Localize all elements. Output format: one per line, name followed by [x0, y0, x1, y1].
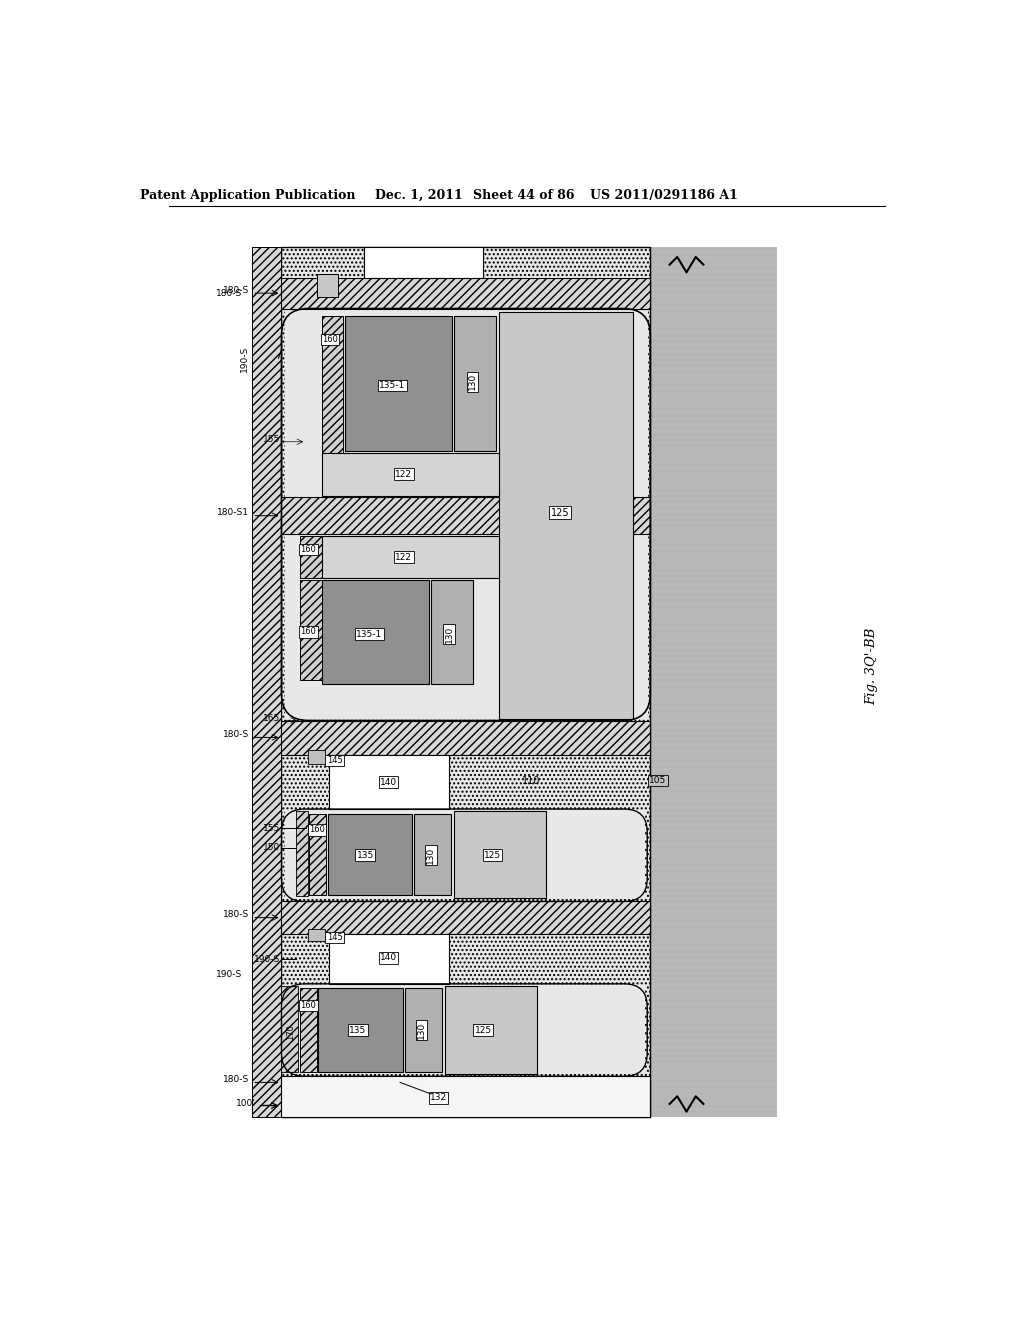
Bar: [282, 986, 298, 1072]
Text: 125: 125: [484, 851, 501, 859]
Bar: [300, 989, 316, 1072]
Bar: [282, 1076, 650, 1117]
Text: 160: 160: [300, 627, 316, 636]
Bar: [431, 581, 473, 684]
Text: 160: 160: [300, 1001, 316, 1010]
Bar: [316, 275, 339, 297]
Text: 180-S: 180-S: [223, 286, 249, 296]
Text: 155: 155: [263, 436, 280, 444]
Text: Fig. 3Q'-BB: Fig. 3Q'-BB: [865, 628, 879, 705]
Text: 150: 150: [263, 843, 280, 851]
Text: 160: 160: [309, 825, 325, 834]
Bar: [322, 317, 343, 455]
Text: Sheet 44 of 86: Sheet 44 of 86: [472, 189, 574, 202]
Bar: [345, 317, 453, 451]
Text: 130: 130: [444, 626, 454, 643]
Text: 110: 110: [522, 776, 540, 785]
Text: 160: 160: [323, 335, 338, 343]
Text: 190-S: 190-S: [254, 954, 280, 964]
Bar: [300, 581, 322, 681]
Bar: [322, 536, 499, 578]
Bar: [322, 453, 499, 496]
Bar: [282, 498, 650, 535]
Bar: [499, 313, 634, 719]
Text: 135: 135: [356, 851, 374, 859]
Bar: [330, 755, 449, 809]
Bar: [309, 814, 326, 895]
Text: 160: 160: [300, 545, 316, 554]
Bar: [650, 247, 777, 1117]
Text: 145: 145: [327, 756, 342, 766]
Text: Dec. 1, 2011: Dec. 1, 2011: [376, 189, 463, 202]
Text: 190-S: 190-S: [216, 970, 243, 979]
Text: 100': 100': [236, 1098, 255, 1107]
Bar: [414, 814, 451, 895]
Text: 180-S: 180-S: [216, 289, 243, 297]
Text: 140: 140: [380, 777, 397, 787]
Bar: [307, 929, 325, 941]
Bar: [330, 933, 449, 983]
Text: 130: 130: [468, 374, 477, 391]
Text: 105: 105: [649, 776, 667, 785]
Bar: [252, 247, 282, 1117]
Bar: [296, 812, 307, 896]
Bar: [300, 536, 322, 578]
Text: 132: 132: [430, 1093, 447, 1102]
Bar: [318, 989, 403, 1072]
Text: 165: 165: [263, 714, 280, 722]
Bar: [454, 317, 497, 451]
Text: 140: 140: [380, 953, 397, 962]
Bar: [322, 581, 429, 684]
Bar: [285, 986, 645, 1074]
Text: 180-S: 180-S: [223, 730, 249, 739]
Text: 122: 122: [395, 470, 413, 479]
Text: 170: 170: [287, 1024, 295, 1040]
Text: 135-1: 135-1: [379, 381, 406, 389]
Bar: [454, 812, 547, 899]
Text: 135: 135: [349, 1026, 367, 1035]
Text: Patent Application Publication: Patent Application Publication: [140, 189, 355, 202]
Text: 125: 125: [475, 1026, 492, 1035]
Text: 130: 130: [417, 1022, 426, 1039]
Text: 180-S1: 180-S1: [217, 508, 249, 517]
Bar: [282, 247, 650, 1117]
Bar: [307, 750, 325, 763]
Bar: [444, 986, 538, 1074]
Text: 180-S: 180-S: [223, 909, 249, 919]
Bar: [328, 814, 413, 895]
Bar: [404, 989, 441, 1072]
Bar: [282, 721, 650, 755]
Text: 125: 125: [551, 508, 569, 517]
Text: 122: 122: [395, 553, 413, 562]
Text: 180-S: 180-S: [223, 1074, 249, 1084]
Bar: [285, 812, 645, 899]
Bar: [282, 277, 650, 309]
Bar: [364, 247, 483, 305]
Text: 145: 145: [327, 933, 342, 942]
Text: 190-S: 190-S: [241, 346, 249, 372]
Bar: [285, 312, 648, 718]
Text: 130: 130: [426, 846, 435, 863]
Text: US 2011/0291186 A1: US 2011/0291186 A1: [590, 189, 738, 202]
Text: 135-1: 135-1: [356, 630, 382, 639]
Text: 155: 155: [263, 824, 280, 833]
Bar: [282, 902, 650, 933]
